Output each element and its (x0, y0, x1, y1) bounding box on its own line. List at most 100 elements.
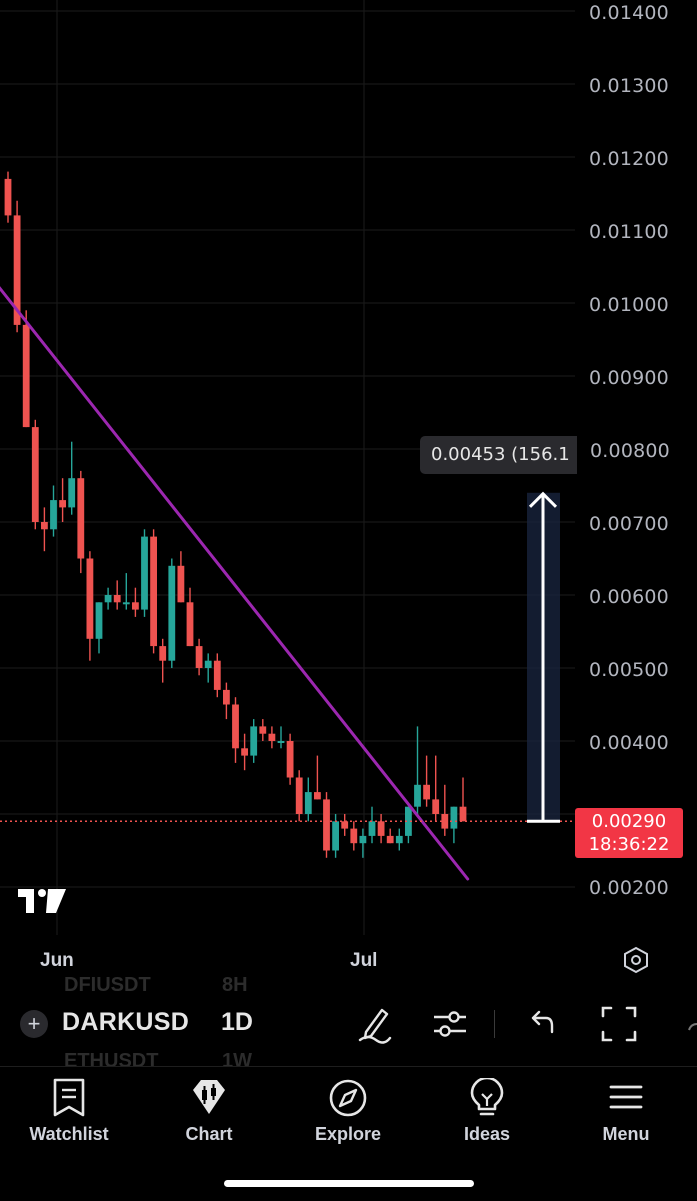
candle-body (159, 646, 167, 661)
tab-label: Watchlist (29, 1124, 109, 1144)
interval-button[interactable]: 1D (221, 1008, 253, 1036)
time-label: Jun (40, 950, 74, 971)
ghost-symbol: DFIUSDT (64, 974, 151, 996)
home-indicator (224, 1180, 474, 1187)
candle-body (186, 602, 194, 647)
candle-body (268, 733, 276, 741)
price-label: 0.01400 (589, 2, 669, 24)
candle-body (77, 478, 85, 559)
candle-body (332, 821, 339, 851)
candle-body (13, 215, 21, 325)
candle-body (141, 536, 148, 610)
candle-body (286, 741, 294, 778)
chart-icon (193, 1080, 225, 1114)
candle-body (414, 784, 421, 807)
price-label: 0.00500 (589, 659, 669, 681)
candle-body (386, 835, 394, 844)
candle-body (177, 565, 185, 603)
candle-body (241, 748, 248, 756)
candle-body (104, 595, 112, 603)
time-label: Jul (350, 950, 378, 971)
fullscreen-icon[interactable] (601, 1004, 637, 1044)
undo-icon[interactable] (526, 1004, 556, 1044)
price-label: 0.01300 (589, 75, 669, 97)
candle-body (95, 602, 103, 639)
candle-body (195, 646, 203, 668)
candle-body (350, 828, 358, 844)
candle-body (132, 602, 139, 610)
tab-menu[interactable]: Menu (566, 1078, 686, 1145)
candle-body (405, 806, 412, 836)
candle-body (368, 821, 376, 836)
price-label: 0.01100 (589, 221, 669, 243)
symbol-name[interactable]: DARKUSD (62, 1008, 190, 1036)
measure-tooltip: 0.00453 (156.1 (420, 436, 577, 474)
chart-grid (0, 0, 575, 935)
add-symbol-button[interactable]: + (20, 1010, 48, 1038)
candle-body (423, 784, 430, 800)
candle-body (22, 324, 30, 428)
menu-icon (609, 1085, 643, 1109)
tab-label: Menu (602, 1124, 650, 1144)
candle-body (122, 602, 130, 605)
more-tools-icon[interactable] (685, 1004, 697, 1044)
watchlist-icon (53, 1078, 85, 1117)
trend-line[interactable] (0, 278, 470, 881)
tab-explore[interactable]: Explore (288, 1078, 408, 1145)
candle-body (277, 741, 285, 743)
candle-body (377, 821, 385, 836)
bar-countdown: 18:36:22 (588, 834, 670, 855)
candle-body (213, 660, 221, 690)
candle-body (41, 522, 48, 530)
price-label: 0.01200 (589, 148, 669, 170)
tab-ideas[interactable]: Ideas (427, 1078, 547, 1145)
price-label: 0.00700 (589, 513, 669, 535)
price-label: 0.01000 (589, 294, 669, 316)
last-price-tag: 0.00290 18:36:22 (575, 808, 683, 858)
candle-body (259, 726, 267, 734)
candle-body (304, 792, 312, 814)
candle-body (359, 835, 367, 844)
candle-body (86, 558, 94, 639)
candle-body (59, 500, 66, 508)
candle-body (150, 536, 157, 647)
price-label: 0.00600 (589, 586, 669, 608)
candle-body (4, 178, 12, 216)
indicators-icon[interactable] (432, 1004, 468, 1044)
chart-area[interactable]: 0.01400 0.01300 0.01200 0.01100 0.01000 … (0, 0, 697, 980)
chart-settings-icon[interactable] (622, 946, 650, 974)
candle-body (341, 821, 349, 829)
lightbulb-icon (470, 1078, 504, 1116)
toolbar-divider (494, 1010, 495, 1038)
candle-body (295, 777, 303, 814)
price-label: 0.00800 (590, 440, 670, 462)
candle-body (68, 478, 76, 508)
candle-body (432, 799, 440, 814)
last-price-value: 0.00290 (591, 811, 667, 832)
price-label: 0.00900 (589, 367, 669, 389)
candles (4, 171, 467, 858)
measure-arrow-head (528, 491, 558, 508)
candle-body (168, 565, 176, 661)
tab-watchlist[interactable]: Watchlist (9, 1078, 129, 1145)
symbol-toolbar (0, 980, 697, 1066)
tab-label: Chart (185, 1124, 233, 1144)
candle-body (459, 806, 467, 822)
tab-chart[interactable]: Chart (149, 1078, 269, 1145)
candle-body (323, 799, 330, 851)
candlestick-chart[interactable] (0, 0, 697, 980)
tradingview-logo-icon[interactable] (18, 886, 68, 916)
bottom-tab-bar (0, 1066, 697, 1201)
tab-label: Ideas (463, 1124, 511, 1144)
candle-body (450, 806, 458, 829)
price-label: 0.00200 (589, 877, 669, 899)
price-label: 0.00400 (589, 732, 669, 754)
candle-body (314, 792, 321, 800)
candle-body (223, 689, 230, 705)
candle-body (113, 595, 121, 603)
compass-icon (329, 1079, 367, 1117)
drawing-tool-icon[interactable] (356, 1004, 392, 1044)
candle-body (31, 427, 39, 522)
candle-body (204, 660, 212, 668)
candle-body (441, 814, 449, 829)
